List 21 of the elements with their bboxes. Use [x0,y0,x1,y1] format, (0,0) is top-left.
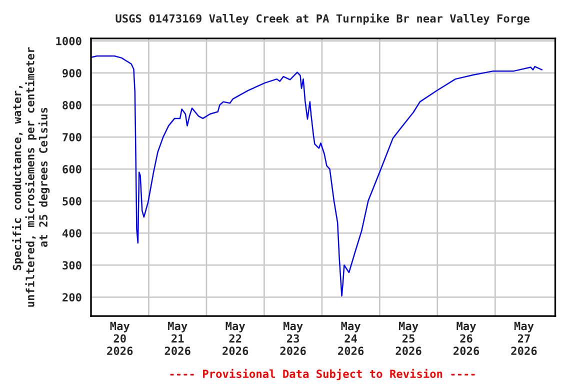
y-tick-label: 300 [62,261,82,270]
y-tick-label: 1000 [56,36,82,46]
y-tick-label: 700 [62,133,82,142]
x-tick-label: May 27 2026 [511,322,537,356]
y-tick-label: 200 [62,293,82,302]
x-tick-label: May 22 2026 [222,322,248,356]
chart-title: USGS 01473169 Valley Creek at PA Turnpike Br near Valley Forge [116,13,530,25]
y-axis-title: Specific conductance, water, unfiltered, microsiemens per centimeter at 25 degrees Celsius [12,47,50,307]
x-tick-label: May 24 2026 [338,322,364,356]
x-tick-label: May 26 2026 [454,322,480,356]
y-tick-label: 600 [62,165,82,174]
y-tick-label: 500 [62,197,82,206]
x-tick-label: May 23 2026 [280,322,306,356]
y-tick-label: 400 [62,229,82,238]
y-tick-label: 800 [62,100,82,110]
line-series [91,55,543,296]
x-tick-label: May 21 2026 [164,322,190,356]
text: ---- Provisional Data Subject to Revision ---- [170,368,475,380]
x-tick-label: May 20 2026 [107,322,133,356]
y-tick-label: 900 [62,68,82,78]
x-tick-label: May 25 2026 [396,322,422,356]
